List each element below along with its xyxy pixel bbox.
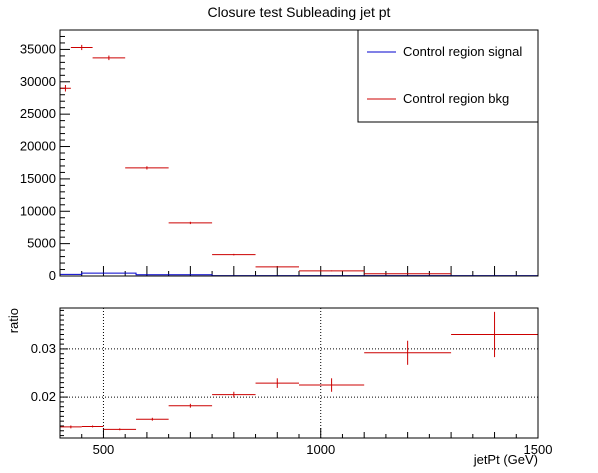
top-y-tick-label: 5000 — [27, 236, 56, 251]
ratio-y-tick-label: 0.02 — [31, 389, 56, 404]
bottom-plot-area: 500 1000 15000.020.03 — [31, 308, 553, 457]
ratio-point — [136, 418, 169, 421]
ratio-x-tick-label: 500 — [93, 442, 115, 457]
top-y-tick-label: 35000 — [20, 41, 56, 56]
bkg-point — [93, 56, 126, 61]
bkg-point — [212, 254, 255, 256]
ratio-point — [364, 341, 451, 365]
ratio-x-tick-label: 1000 — [306, 442, 335, 457]
ratio-xlabel: jetPt (GeV) — [473, 452, 538, 467]
top-y-tick-label: 20000 — [20, 139, 56, 154]
bkg-point — [256, 266, 299, 267]
ratio-point — [82, 425, 104, 427]
bkg-point — [71, 45, 93, 50]
legend-bkg-label: Control region bkg — [403, 91, 509, 106]
ratio-ylabel: ratio — [6, 308, 21, 333]
legend-signal-label: Control region signal — [403, 44, 522, 59]
bkg-point — [364, 273, 451, 274]
ratio-point — [451, 312, 538, 357]
chart-title: Closure test Subleading jet pt — [208, 4, 391, 20]
ratio-y-tick-label: 0.03 — [31, 341, 56, 356]
ratio-point — [299, 378, 364, 391]
bkg-point — [169, 222, 212, 224]
bottom-plot-frame — [60, 308, 538, 438]
ratio-point — [169, 404, 212, 408]
top-y-tick-label: 15000 — [20, 171, 56, 186]
ratio-point — [256, 378, 299, 388]
top-y-tick-label: 25000 — [20, 106, 56, 121]
top-y-tick-label: 0 — [49, 268, 56, 283]
top-y-tick-label: 30000 — [20, 74, 56, 89]
bkg-point — [125, 166, 168, 169]
ratio-point — [103, 428, 136, 430]
bkg-point — [299, 270, 364, 271]
legend: Control region signal Control region bkg — [358, 30, 538, 122]
bkg-point — [60, 85, 71, 91]
top-y-tick-label: 10000 — [20, 203, 56, 218]
